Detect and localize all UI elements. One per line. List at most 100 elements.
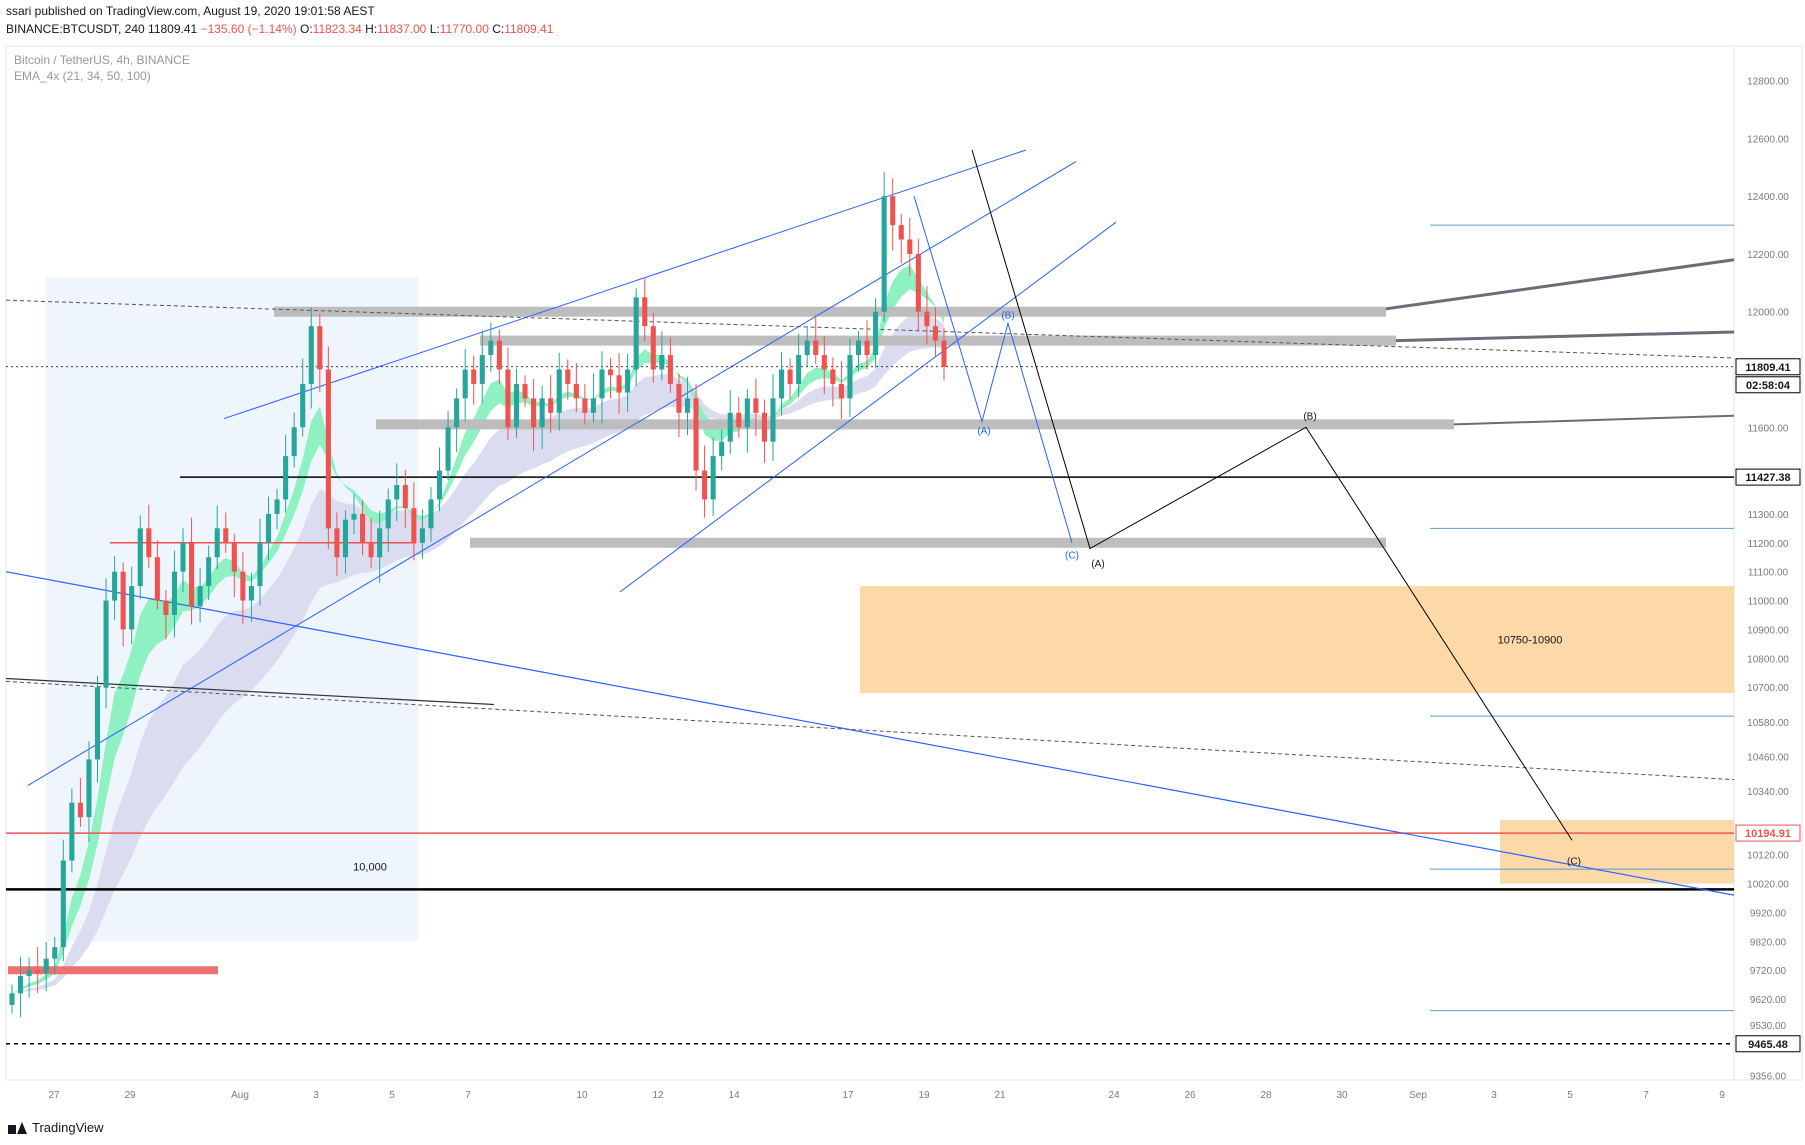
price-axis-label: 11200.00 (1748, 539, 1789, 550)
time-axis-label: 5 (389, 1090, 395, 1101)
price-axis-label: 9620.00 (1750, 995, 1787, 1006)
candle-body (189, 542, 195, 607)
price-axis-label: 11809.41 (1745, 362, 1790, 374)
publisher-text: ssari published on TradingView.com, Augu… (6, 4, 375, 18)
price-axis-label: 10900.00 (1747, 625, 1789, 636)
candle-body (368, 542, 374, 558)
candle-body (505, 369, 511, 428)
time-axis-label: 28 (1260, 1090, 1272, 1101)
candle-body (599, 369, 605, 399)
candle-body (146, 528, 152, 558)
legend-indicator: EMA_4x (21, 34, 50, 100) (14, 69, 151, 83)
countdown-box (1735, 376, 1801, 394)
trend-line (27, 161, 1077, 786)
sr-bar (274, 306, 1386, 317)
candle-body (274, 499, 280, 514)
price-axis-label: 10580.00 (1747, 718, 1789, 729)
candle-body (86, 759, 92, 818)
candle-body (94, 687, 101, 760)
candle-body (308, 326, 314, 384)
candle-body (436, 470, 443, 500)
price-chart[interactable]: 10750-10900 (A) (B) (C) (A) (B) (C) 10,000 1280… (0, 40, 1805, 1120)
time-axis-label: 12 (652, 1090, 664, 1101)
time-axis-label: 27 (48, 1090, 60, 1101)
candle-body (539, 398, 545, 428)
target-zone (860, 586, 1734, 693)
sr-bar (470, 537, 1386, 548)
candle-body (394, 485, 400, 500)
candle-body (43, 958, 49, 974)
trend-line (5, 680, 1735, 781)
candle-body (377, 528, 383, 558)
candle-body (556, 369, 562, 413)
candle-body (881, 196, 887, 312)
price-axis-label: 10460.00 (1747, 753, 1789, 764)
candle-body (471, 369, 477, 384)
zone-label: 10750-10900 (1498, 635, 1563, 647)
candle-body (300, 383, 306, 428)
candle-body (223, 528, 229, 543)
candle-body (565, 369, 571, 384)
price-axis-highlight (1735, 468, 1801, 486)
price-axis-label: 12600.00 (1747, 134, 1789, 145)
time-axis-label: 19 (918, 1090, 930, 1101)
candle-body (693, 398, 699, 471)
candle-body (103, 600, 109, 688)
price-axis-label: 9920.00 (1750, 908, 1787, 919)
candle-body (830, 369, 836, 384)
candle-body (351, 513, 357, 520)
price-axis[interactable] (1733, 45, 1803, 1081)
time-axis-label: 3 (1491, 1090, 1497, 1101)
candle-body (864, 340, 870, 356)
high-label: H: (365, 22, 378, 36)
price-axis-label: 11100.00 (1748, 568, 1789, 579)
candle-body (342, 519, 349, 558)
labels-layer: 10750-10900 (A) (B) (C) (A) (B) (C) 10,000 (353, 311, 1581, 874)
candle-body (248, 586, 254, 601)
candle-body (496, 340, 502, 370)
candle-body (873, 311, 879, 356)
candle-body (898, 225, 904, 240)
time-axis-label: 10 (576, 1090, 588, 1101)
candle-body (770, 398, 776, 442)
candle-body (941, 340, 947, 367)
wave-path-black (971, 149, 1573, 841)
sr-bar (480, 335, 1396, 346)
candle-body (411, 508, 417, 543)
time-axis-label: 3 (313, 1090, 319, 1101)
candle-body (915, 253, 921, 312)
candle-body (710, 456, 716, 500)
candle-body (428, 499, 434, 529)
candle-body (667, 355, 673, 384)
time-axis-label: 7 (1643, 1090, 1649, 1101)
volume-profile-box (46, 277, 418, 942)
tradingview-logo-icon (8, 1121, 27, 1134)
candle-body (719, 441, 725, 457)
candle-body (171, 571, 178, 615)
drawings-layer (5, 149, 1735, 1045)
candle-body (52, 947, 58, 959)
candle-body (847, 355, 853, 399)
time-axis-label: 24 (1108, 1090, 1120, 1101)
candle-body (778, 369, 785, 399)
wave-label-blue: (C) (1065, 550, 1079, 561)
price-axis-label: 11300.00 (1748, 510, 1789, 521)
candle-body (360, 513, 366, 543)
price-axis-label: 10800.00 (1747, 654, 1789, 665)
price-axis-label: 9530.00 (1750, 1021, 1787, 1032)
trend-line (5, 571, 1735, 896)
candle-body (821, 355, 827, 370)
tradingview-brand[interactable]: TradingView (8, 1120, 104, 1135)
candle-body (129, 586, 135, 630)
price-axis-label: 11427.38 (1745, 472, 1790, 484)
candle-body (283, 456, 289, 500)
candle-body (69, 802, 75, 861)
candle-body (838, 383, 844, 399)
candle-body (650, 326, 656, 370)
price-axis-label: 10120.00 (1747, 851, 1789, 862)
time-axis-label: 21 (994, 1090, 1006, 1101)
candle-body (607, 369, 614, 376)
candle-body (907, 239, 913, 254)
price-axis-label: 9356.00 (1750, 1071, 1787, 1082)
time-axis-label: Sep (1409, 1090, 1427, 1101)
